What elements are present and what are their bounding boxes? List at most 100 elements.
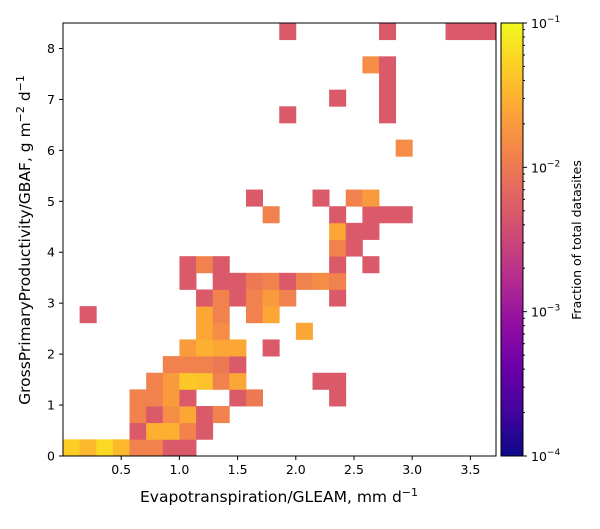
heatmap-cell [196, 306, 214, 324]
heatmap-cell [229, 356, 247, 374]
heatmap-cells [63, 23, 497, 457]
heatmap-cell [362, 56, 380, 74]
heatmap-cell [312, 189, 330, 207]
y-tick-label: 8 [47, 41, 55, 56]
y-tick-label: 6 [47, 143, 55, 158]
heatmap-cell [162, 389, 180, 407]
heatmap-cell [379, 106, 397, 124]
heatmap-cell [179, 406, 197, 424]
heatmap-cell [212, 406, 230, 424]
colorbar-gradient [501, 23, 523, 456]
heatmap-cell [295, 272, 313, 290]
heatmap-cell [345, 239, 363, 257]
heatmap-cell [229, 389, 247, 407]
heatmap-cell [345, 189, 363, 207]
heatmap-cell [162, 422, 180, 440]
heatmap-cell [379, 23, 397, 41]
y-tick-label: 1 [47, 398, 55, 413]
heatmap-cell [63, 439, 81, 457]
y-axis-title: GrossPrimaryProductivity/GBAF, g m−2 d−1 [14, 75, 34, 405]
heatmap-cell [179, 372, 197, 390]
y-tick-label: 3 [47, 296, 55, 311]
heatmap-cell [262, 206, 280, 224]
heatmap-cell [312, 372, 330, 390]
y-tick-label: 0 [47, 449, 55, 464]
heatmap-cell [196, 339, 214, 357]
heatmap-cell [146, 389, 164, 407]
x-tick-label: 3.5 [460, 462, 480, 477]
heatmap-cell [229, 339, 247, 357]
colorbar-ticks: 10−4 10−3 10−2 10−1 [523, 15, 560, 464]
heatmap-cell [478, 23, 496, 41]
heatmap-cell [146, 372, 164, 390]
x-axis-ticks: 0.5 1.0 1.5 2.0 2.5 3.0 3.5 [111, 456, 480, 477]
x-tick-label: 0.5 [111, 462, 131, 477]
heatmap-cell [279, 272, 297, 290]
heatmap-cell [146, 422, 164, 440]
heatmap-cell [379, 72, 397, 91]
heatmap-cell [212, 322, 230, 340]
x-axis-title-exp: −1 [402, 486, 418, 499]
heatmap-cell [196, 289, 214, 307]
heatmap-cell [362, 206, 380, 224]
heatmap-cell [162, 372, 180, 390]
x-tick-label: 1.5 [228, 462, 248, 477]
heatmap-cell [329, 272, 347, 290]
heatmap-cell [196, 406, 214, 424]
heatmap-cell [379, 89, 397, 107]
heatmap-cell [395, 206, 413, 224]
heatmap-cell [279, 106, 297, 124]
heatmap-cell [212, 272, 230, 290]
heatmap-cell [196, 422, 214, 440]
y-tick-label: 5 [47, 194, 55, 209]
heatmap-cell [79, 306, 97, 324]
heatmap-cell [279, 23, 297, 41]
heatmap-cell [445, 23, 463, 41]
heatmap-cell [196, 372, 214, 390]
heatmap-cell [362, 189, 380, 207]
heatmap-cell [162, 356, 180, 374]
heatmap-cell [179, 272, 197, 290]
colorbar-label: Fraction of total datasites [569, 160, 584, 320]
heatmap-cell [212, 289, 230, 307]
heatmap-cell [262, 306, 280, 324]
heatmap-cell [179, 439, 197, 457]
x-axis-title-text: Evapotranspiration/GLEAM, mm d [140, 488, 402, 506]
heatmap-cell [229, 289, 247, 307]
heatmap-cell [245, 306, 263, 324]
heatmap-cell [196, 322, 214, 340]
heatmap-cell [245, 289, 263, 307]
plot-frame [62, 22, 497, 457]
heatmap-cell [245, 189, 263, 207]
y-axis-title-exp1: −2 [14, 106, 27, 122]
heatmap-cell [162, 406, 180, 424]
heatmap-cell [262, 272, 280, 290]
heatmap-cell [462, 23, 480, 41]
heatmap-cell [345, 222, 363, 240]
colorbar-tick-label: 10−4 [531, 448, 560, 464]
colorbar-frame [500, 22, 524, 457]
heatmap-cell [212, 306, 230, 324]
heatmap-cell [279, 289, 297, 307]
heatmap-cell [312, 272, 330, 290]
heatmap-cell [229, 372, 247, 390]
heatmap-cell [179, 339, 197, 357]
heatmap-cell [329, 256, 347, 274]
heatmap-cell [196, 256, 214, 274]
y-axis-ticks: 0 1 2 3 4 5 6 7 8 [47, 41, 63, 464]
heatmap-cell [379, 56, 397, 74]
heatmap-cell [196, 356, 214, 374]
y-axis-title-text: GrossPrimaryProductivity/GBAF, g m [16, 122, 34, 405]
heatmap-cell [229, 272, 247, 290]
heatmap-cell [245, 272, 263, 290]
y-tick-label: 2 [47, 347, 55, 362]
x-tick-label: 2.5 [344, 462, 364, 477]
heatmap-cell [129, 389, 147, 407]
heatmap-cell [212, 356, 230, 374]
heatmap-cell [295, 322, 313, 340]
heatmap-cell [329, 372, 347, 390]
heatmap-cell [179, 356, 197, 374]
heatmap-cell [262, 289, 280, 307]
x-tick-label: 3.0 [402, 462, 422, 477]
